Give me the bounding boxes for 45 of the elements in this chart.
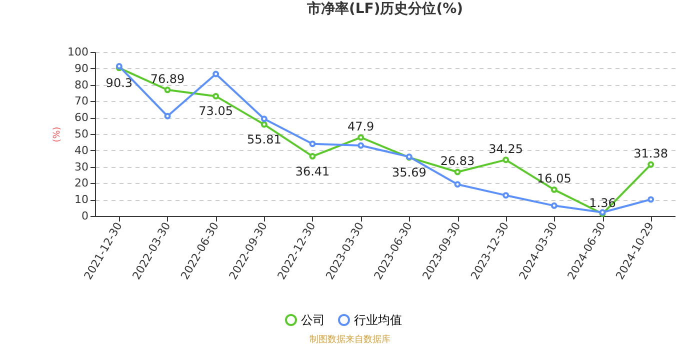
point: [260, 116, 268, 122]
y-tick-label: 10: [74, 193, 88, 206]
point: [309, 153, 316, 160]
data-label: 16.05: [536, 172, 572, 186]
data-label: 47.9: [347, 119, 374, 134]
y-tick-label: 80: [74, 78, 88, 92]
y-tick-label: 40: [74, 144, 88, 157]
point: [260, 121, 268, 128]
data-label: 55.81: [246, 132, 282, 146]
point: [358, 142, 364, 149]
point: [550, 186, 558, 193]
legend-label: 公司: [301, 313, 325, 327]
point: [164, 86, 171, 94]
point: [454, 168, 461, 176]
chart-title: 市净率(LF)历史分位(%): [306, 0, 464, 17]
y-tick-label: 100: [68, 46, 88, 58]
y-tick-label: 20: [74, 176, 88, 190]
y-tick-label: 0: [82, 210, 88, 222]
point: [550, 202, 558, 209]
data-label: 35.69: [392, 165, 426, 180]
legend-label: 行业均值: [354, 313, 402, 327]
data-label: 73.05: [198, 104, 234, 118]
point: [502, 192, 510, 199]
y-tick-label: 90: [74, 62, 88, 75]
data-label: 90.3: [106, 76, 133, 90]
y-tick-label: 50: [74, 128, 88, 140]
point: [502, 156, 510, 164]
data-label: 76.89: [150, 72, 185, 86]
data-label: 31.38: [634, 146, 668, 161]
point: [648, 196, 654, 203]
point: [648, 161, 654, 168]
y-tick-label: 70: [74, 94, 88, 108]
data-label: 36.41: [295, 164, 330, 178]
data-label: 34.25: [488, 142, 524, 156]
y-tick-label: 30: [74, 160, 88, 174]
point: [212, 92, 220, 100]
y-tick-label: 60: [74, 111, 88, 124]
point: [454, 181, 461, 188]
y-axis-title: (%): [52, 126, 63, 142]
text: 制图数据来自数据库: [308, 334, 392, 346]
point: [164, 112, 171, 120]
point: [358, 134, 364, 141]
point: [212, 70, 220, 78]
point: [309, 140, 316, 148]
data-label: 26.83: [440, 154, 475, 168]
